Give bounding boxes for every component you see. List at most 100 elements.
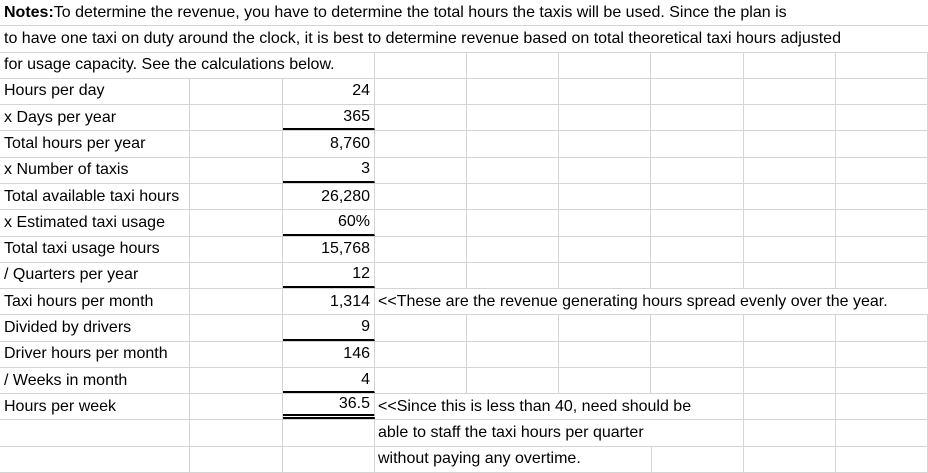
empty-cell[interactable] [651, 78, 744, 105]
row-label-cell[interactable]: x Days per year [0, 105, 190, 131]
row-label-cell[interactable]: Total hours per year [0, 131, 190, 157]
empty-cell[interactable] [559, 105, 652, 131]
empty-cell[interactable] [559, 183, 652, 210]
row-value-cell[interactable]: 60% [283, 210, 375, 236]
empty-cell[interactable] [559, 315, 652, 341]
row-label-cell[interactable]: Hours per week [0, 394, 190, 420]
empty-cell[interactable] [467, 341, 560, 367]
notes-cell-line2[interactable]: to have one taxi on duty around the cloc… [4, 29, 841, 47]
annotation-cell[interactable]: <<Since this is less than 40, need shoul… [375, 394, 744, 420]
empty-cell[interactable] [836, 420, 928, 446]
empty-cell[interactable] [836, 105, 928, 131]
empty-cell[interactable] [467, 367, 560, 394]
empty-cell[interactable] [375, 78, 468, 105]
row-value-cell[interactable]: 36.5 [283, 394, 375, 420]
row-label-cell[interactable]: / Weeks in month [0, 367, 190, 394]
empty-cell[interactable] [190, 78, 283, 105]
empty-cell[interactable] [467, 131, 560, 157]
empty-cell[interactable] [559, 210, 652, 236]
empty-cell[interactable] [467, 210, 560, 236]
empty-cell[interactable] [467, 262, 560, 289]
empty-cell[interactable] [651, 52, 744, 78]
empty-cell[interactable] [375, 105, 468, 131]
empty-cell[interactable] [283, 446, 375, 472]
empty-cell[interactable] [375, 341, 468, 367]
empty-cell[interactable] [744, 315, 836, 341]
row-label-cell[interactable]: Total taxi usage hours [0, 236, 190, 262]
row-value-cell[interactable]: 9 [283, 315, 375, 341]
empty-cell[interactable] [190, 236, 283, 262]
empty-cell[interactable] [190, 157, 283, 183]
empty-cell[interactable] [190, 446, 283, 472]
row-value-cell[interactable]: 24 [283, 78, 375, 105]
empty-cell[interactable] [467, 78, 560, 105]
empty-cell[interactable] [744, 341, 836, 367]
empty-cell[interactable] [190, 341, 283, 367]
empty-cell[interactable] [836, 236, 928, 262]
empty-cell[interactable] [744, 157, 836, 183]
empty-cell[interactable] [559, 131, 652, 157]
row-label-cell[interactable]: Driver hours per month [0, 341, 190, 367]
empty-cell[interactable] [836, 52, 928, 78]
empty-cell[interactable] [651, 210, 744, 236]
empty-cell[interactable] [375, 210, 468, 236]
annotation-cell[interactable]: <<These are the revenue generating hours… [378, 292, 888, 310]
empty-cell[interactable] [836, 315, 928, 341]
empty-cell[interactable] [744, 394, 836, 420]
empty-cell[interactable] [559, 236, 652, 262]
row-value-cell[interactable]: 146 [283, 341, 375, 367]
empty-cell[interactable] [559, 367, 652, 394]
empty-cell[interactable] [375, 131, 468, 157]
row-label-cell[interactable]: x Number of taxis [0, 157, 190, 183]
empty-cell[interactable] [744, 105, 836, 131]
empty-cell[interactable] [836, 394, 928, 420]
empty-cell[interactable] [375, 183, 468, 210]
empty-cell[interactable] [190, 420, 283, 446]
empty-cell[interactable] [836, 367, 928, 394]
empty-cell[interactable] [375, 236, 468, 262]
row-value-cell[interactable]: 8,760 [283, 131, 375, 157]
empty-cell[interactable] [375, 157, 468, 183]
empty-cell[interactable] [283, 420, 375, 446]
empty-cell[interactable] [651, 183, 744, 210]
empty-cell[interactable] [836, 210, 928, 236]
row-value-cell[interactable]: 365 [283, 105, 375, 131]
empty-cell[interactable] [467, 315, 560, 341]
empty-cell[interactable] [0, 420, 190, 446]
empty-cell[interactable] [559, 341, 652, 367]
empty-cell[interactable] [190, 262, 283, 289]
empty-cell[interactable] [467, 236, 560, 262]
annotation-cell[interactable]: able to staff the taxi hours per quarter [375, 420, 744, 446]
empty-cell[interactable] [836, 446, 928, 472]
row-label-cell[interactable]: x Estimated taxi usage [0, 210, 190, 236]
notes-cell-line1[interactable]: Notes: To determine the revenue, you hav… [0, 0, 928, 25]
empty-cell[interactable] [190, 105, 283, 131]
row-value-cell[interactable]: 15,768 [283, 236, 375, 262]
empty-cell[interactable] [651, 157, 744, 183]
empty-cell[interactable] [375, 315, 468, 341]
empty-cell[interactable] [190, 367, 283, 394]
empty-cell[interactable] [744, 131, 836, 157]
empty-cell[interactable] [190, 131, 283, 157]
empty-cell[interactable] [744, 183, 836, 210]
row-label-cell[interactable]: Hours per day [0, 78, 190, 105]
empty-cell[interactable] [744, 78, 836, 105]
row-value-cell[interactable]: 26,280 [283, 183, 375, 210]
row-label-cell[interactable]: Taxi hours per month [0, 289, 190, 315]
empty-cell[interactable] [559, 78, 652, 105]
empty-cell[interactable] [559, 262, 652, 289]
empty-cell[interactable] [651, 131, 744, 157]
empty-cell[interactable] [559, 52, 652, 78]
empty-cell[interactable] [744, 236, 836, 262]
empty-cell[interactable] [744, 210, 836, 236]
annotation-cell[interactable]: without paying any overtime. [375, 446, 652, 472]
empty-cell[interactable] [652, 446, 744, 472]
empty-cell[interactable] [467, 105, 560, 131]
row-label-cell[interactable]: Total available taxi hours [0, 183, 190, 210]
empty-cell[interactable] [651, 341, 744, 367]
row-label-cell[interactable]: Divided by drivers [0, 315, 190, 341]
empty-cell[interactable] [375, 367, 468, 394]
empty-cell[interactable] [190, 289, 283, 315]
empty-cell[interactable] [190, 394, 283, 420]
row-value-cell[interactable]: 1,314 [283, 289, 375, 315]
